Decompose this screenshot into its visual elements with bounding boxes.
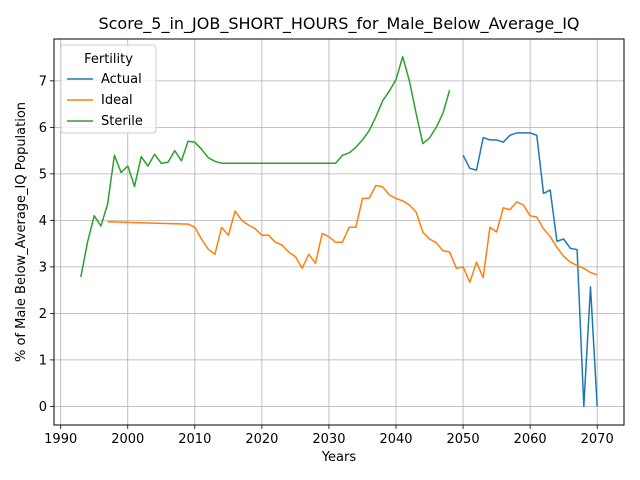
- y-tick-label: 1: [39, 353, 47, 368]
- legend-label-ideal: Ideal: [101, 93, 133, 108]
- x-axis-label: Years: [321, 450, 357, 465]
- y-tick-label: 3: [39, 260, 47, 275]
- x-tick-label: 2040: [379, 432, 412, 447]
- y-tick-label: 6: [39, 121, 47, 136]
- x-tick-label: 2000: [111, 432, 144, 447]
- series-line-sterile: [80, 55, 451, 278]
- series-line-actual: [462, 132, 598, 408]
- x-tick-label: 2050: [447, 432, 480, 447]
- y-tick-label: 7: [39, 74, 47, 89]
- y-axis-ticks: 0 1 2 3 4 5 6 7: [39, 74, 54, 415]
- y-tick-label: 4: [39, 214, 47, 229]
- x-tick-label: 1990: [44, 432, 77, 447]
- grid-lines: [54, 39, 624, 425]
- x-tick-label: 2020: [245, 432, 278, 447]
- x-tick-label: 2030: [312, 432, 345, 447]
- chart-title: Score_5_in_JOB_SHORT_HOURS_for_Male_Belo…: [98, 14, 579, 34]
- legend-box: [60, 44, 157, 134]
- legend-title: Fertility: [84, 52, 133, 67]
- x-tick-label: 2060: [514, 432, 547, 447]
- legend-label-actual: Actual: [101, 72, 142, 87]
- x-tick-label: 2070: [581, 432, 614, 447]
- x-axis-ticks: 1990 2000 2010 2020 2030 2040 2050 2060 2070: [44, 425, 614, 447]
- series-line-ideal: [107, 184, 598, 283]
- y-tick-label: 2: [39, 307, 47, 322]
- y-tick-label: 5: [39, 167, 47, 182]
- plot-area-frame: [53, 38, 625, 426]
- series-lines: [80, 55, 598, 408]
- x-tick-label: 2010: [178, 432, 211, 447]
- y-tick-label: 0: [39, 400, 47, 415]
- legend: Fertility Actual Ideal Sterile: [60, 44, 157, 134]
- y-axis-label: % of Male Below_Average_IQ Population: [14, 102, 29, 362]
- legend-label-sterile: Sterile: [101, 114, 143, 129]
